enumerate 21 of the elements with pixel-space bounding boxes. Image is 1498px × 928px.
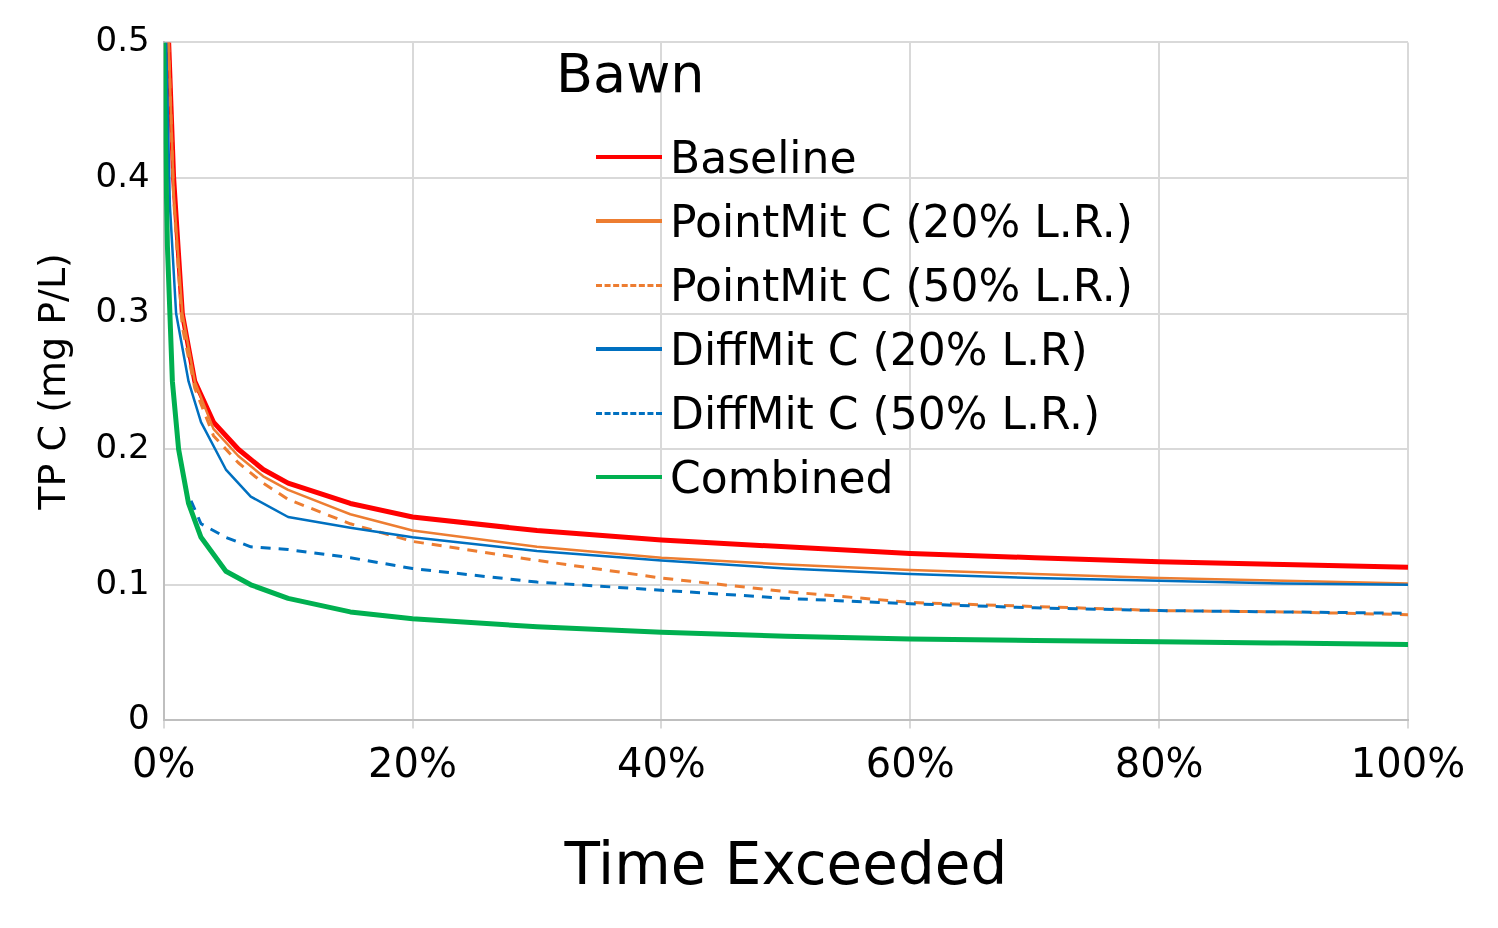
legend-label: DiffMit C (20% L.R)	[670, 323, 1088, 375]
y-tick-label: 0.3	[95, 290, 150, 331]
legend-label: DiffMit C (50% L.R.)	[670, 387, 1101, 439]
y-tick-label: 0.5	[95, 19, 150, 60]
legend-title: Bawn	[556, 42, 706, 105]
x-tick-label: 100%	[1350, 739, 1466, 786]
legend-label: PointMit C (20% L.R.)	[670, 195, 1133, 247]
x-axis-title: Time Exceeded	[563, 830, 1008, 899]
legend-label: PointMit C (50% L.R.)	[670, 259, 1133, 311]
y-tick-label: 0.2	[95, 426, 150, 467]
x-tick-label: 0%	[131, 739, 196, 786]
x-tick-label: 80%	[1114, 739, 1204, 786]
y-axis-title: TP C (mg P/L)	[29, 253, 74, 511]
y-tick-label: 0	[128, 697, 150, 738]
x-tick-label: 20%	[368, 739, 457, 786]
legend-label: Baseline	[670, 131, 857, 183]
x-tick-label: 40%	[616, 739, 706, 786]
y-tick-label: 0.4	[95, 154, 150, 195]
legend-label: Combined	[670, 451, 894, 503]
y-tick-label: 0.1	[95, 561, 150, 602]
x-tick-label: 60%	[865, 739, 955, 786]
